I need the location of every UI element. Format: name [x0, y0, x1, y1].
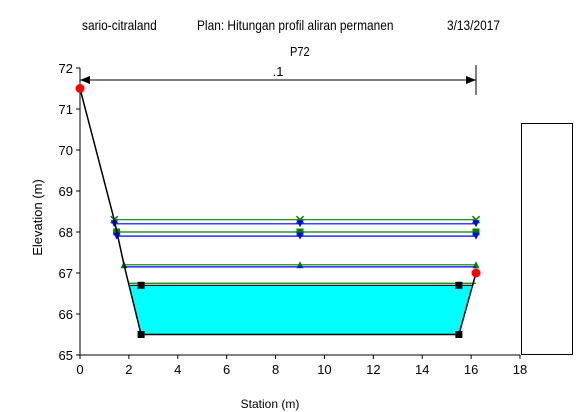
series-marker-ws-50thn	[472, 232, 480, 240]
x-tick-label: 2	[125, 362, 132, 377]
series-marker-ws-100thn	[296, 220, 304, 228]
x-tick-label: 18	[513, 362, 527, 377]
plan-title: Plan: Hitungan profil aliran permanen	[197, 17, 394, 33]
reach-arrow-head-right	[466, 76, 476, 84]
x-tick-label: 4	[174, 362, 181, 377]
bank-sta-marker	[471, 268, 481, 278]
project-name: sario-citraland	[82, 17, 157, 33]
x-tick-label: 12	[366, 362, 380, 377]
ground-line	[79, 88, 477, 336]
y-tick-label: 67	[59, 266, 73, 281]
y-tick-label: 69	[59, 184, 73, 199]
series-marker-eg-50thn	[296, 228, 304, 236]
cross-section-id: P72	[290, 44, 310, 59]
reach-arrow-head-left	[80, 76, 90, 84]
series-marker-eg-50thn	[472, 228, 480, 236]
water-fill	[129, 285, 473, 335]
series-marker-ws-50thn	[296, 232, 304, 240]
series-marker-ws-50thn	[113, 232, 121, 240]
series-marker-ws-100thn	[110, 220, 118, 228]
y-tick-label: 68	[59, 225, 73, 240]
x-tick-label: 14	[415, 362, 429, 377]
series-marker-ws-100thn	[472, 220, 480, 228]
x-axis-label: Station (m)	[241, 397, 300, 411]
x-tick-label: 0	[76, 362, 83, 377]
y-axis-label: Elevation (m)	[30, 179, 45, 256]
series-marker-ws-5thn	[137, 281, 145, 289]
legend	[521, 123, 573, 355]
y-tick-label: 72	[59, 61, 73, 76]
y-tick-label: 70	[59, 143, 73, 158]
y-tick-label: 66	[59, 307, 73, 322]
x-tick-label: 8	[272, 362, 279, 377]
x-tick-label: 10	[317, 362, 331, 377]
y-tick-label: 65	[59, 348, 73, 363]
series-marker-ws-5thn	[455, 281, 463, 289]
reach-label: .1	[273, 64, 284, 79]
x-tick-label: 16	[464, 362, 478, 377]
bank-sta-marker	[75, 84, 85, 93]
plan-date: 3/13/2017	[447, 17, 500, 33]
y-tick-label: 71	[59, 102, 73, 117]
x-tick-label: 6	[223, 362, 230, 377]
